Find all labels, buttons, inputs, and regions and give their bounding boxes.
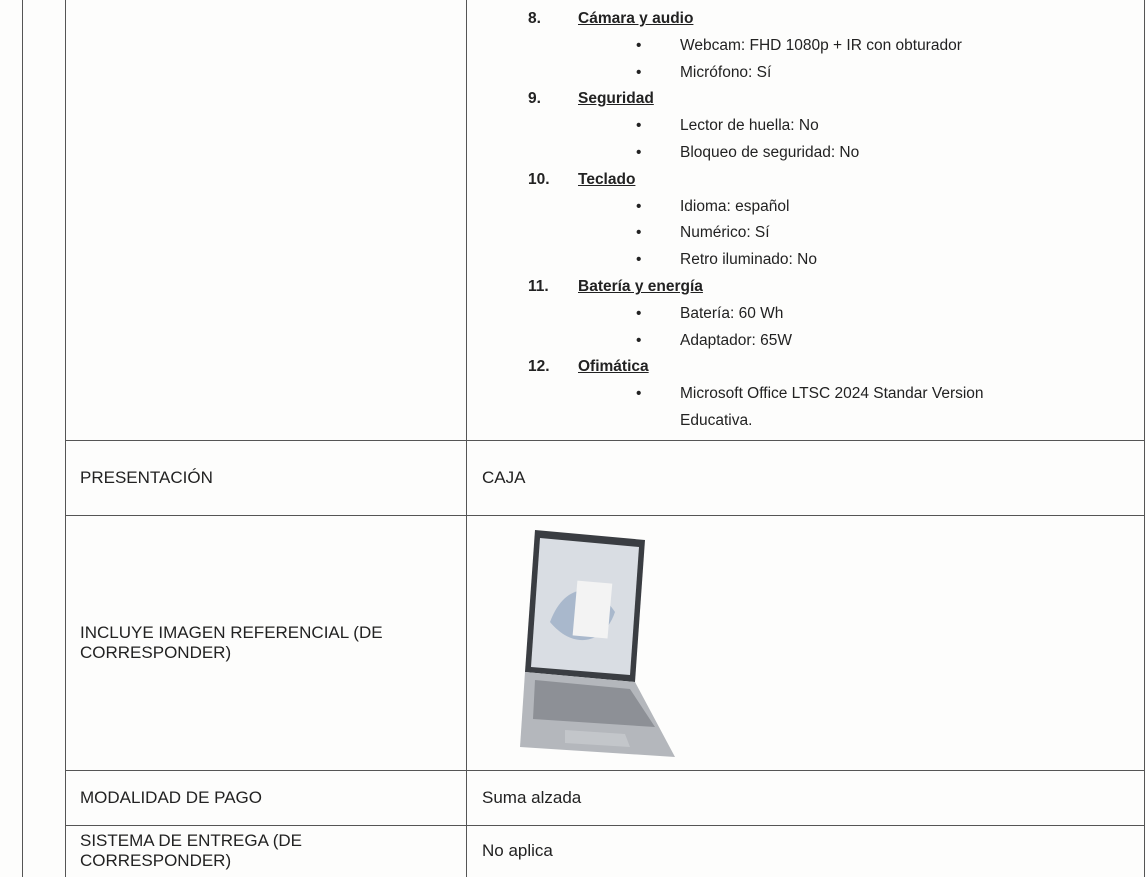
spec-title: Cámara y audio (578, 10, 694, 27)
bullet: • (636, 385, 642, 403)
spec-item: • Lector de huella: No (632, 113, 1088, 140)
spec-item: • Adaptador: 65W (632, 328, 1088, 355)
spec-number: 8. (528, 10, 541, 27)
bullet: • (636, 197, 642, 215)
bullet: • (636, 117, 642, 135)
spec-heading: 10. Teclado (528, 167, 1088, 194)
spec-item-text: Micrófono: Sí (680, 63, 772, 81)
spec-number: 11. (528, 277, 549, 295)
spec-title: Seguridad (578, 90, 654, 108)
bullet: • (636, 143, 642, 161)
border (65, 0, 66, 877)
spec-heading: 11. Batería y energía (528, 274, 1088, 301)
spec-item-text: Idioma: español (680, 197, 790, 215)
row-border (65, 770, 1144, 771)
spec-item-text: Lector de huella: No (680, 117, 819, 135)
row-value: CAJA (482, 467, 526, 487)
row-value: No aplica (482, 841, 553, 860)
spec-item: • Idioma: español (632, 194, 1088, 221)
spec-item: • Retro iluminado: No (632, 247, 1088, 274)
spec-title: Ofimática (578, 358, 649, 376)
row-label: INCLUYE IMAGEN REFERENCIAL (DE CORRESPON… (80, 622, 383, 662)
spec-item-text: Adaptador: 65W (680, 331, 793, 349)
spec-heading: 8. Cámara y audio (528, 6, 1088, 33)
spec-list: 8. Cámara y audio • Webcam: FHD 1080p + IR … (528, 6, 1088, 435)
row-label: MODALIDAD DE PAGO (80, 787, 262, 807)
spec-item-text: Numérico: Sí (680, 224, 770, 242)
row-value: Suma alzada (482, 787, 582, 807)
bullet: • (636, 36, 642, 54)
spec-item-text: Microsoft Office LTSC 2024 Standar Versi… (680, 385, 984, 429)
bullet: • (636, 63, 642, 81)
spec-item: • Batería: 60 Wh (632, 301, 1088, 328)
spec-item-text: Retro iluminado: No (680, 251, 817, 269)
bullet: • (636, 224, 642, 242)
row-border (65, 515, 1144, 516)
row-label: PRESENTACIÓN (80, 467, 213, 487)
spec-heading: 12. Ofimática (528, 354, 1088, 381)
spec-item: • Webcam: FHD 1080p + IR con obturador (632, 33, 1088, 60)
row-border (65, 825, 1144, 826)
row-border (65, 440, 1144, 441)
spec-item: • Microsoft Office LTSC 2024 Standar Vers… (632, 381, 1088, 435)
spec-item: • Numérico: Sí (632, 220, 1088, 247)
spec-number: 9. (528, 90, 541, 108)
spec-number: 10. (528, 170, 550, 188)
spec-number: 12. (528, 358, 550, 376)
border (466, 0, 467, 877)
spec-heading: 9. Seguridad (528, 86, 1088, 113)
spec-title: Teclado (578, 170, 636, 188)
border (1144, 0, 1145, 877)
border (22, 0, 23, 877)
row-label: SISTEMA DE ENTREGA (DE CORRESPONDER) (80, 831, 302, 870)
spec-item: • Bloqueo de seguridad: No (632, 140, 1088, 167)
spec-item-text: Bloqueo de seguridad: No (680, 143, 860, 161)
bullet: • (636, 251, 642, 269)
bullet: • (636, 304, 642, 322)
spec-title: Batería y energía (578, 277, 703, 295)
bullet: • (636, 331, 642, 349)
spec-item: • Micrófono: Sí (632, 60, 1088, 87)
spec-item-text: Webcam: FHD 1080p + IR con obturador (680, 36, 962, 54)
laptop-image (520, 530, 675, 757)
spec-item-text: Batería: 60 Wh (680, 304, 784, 322)
